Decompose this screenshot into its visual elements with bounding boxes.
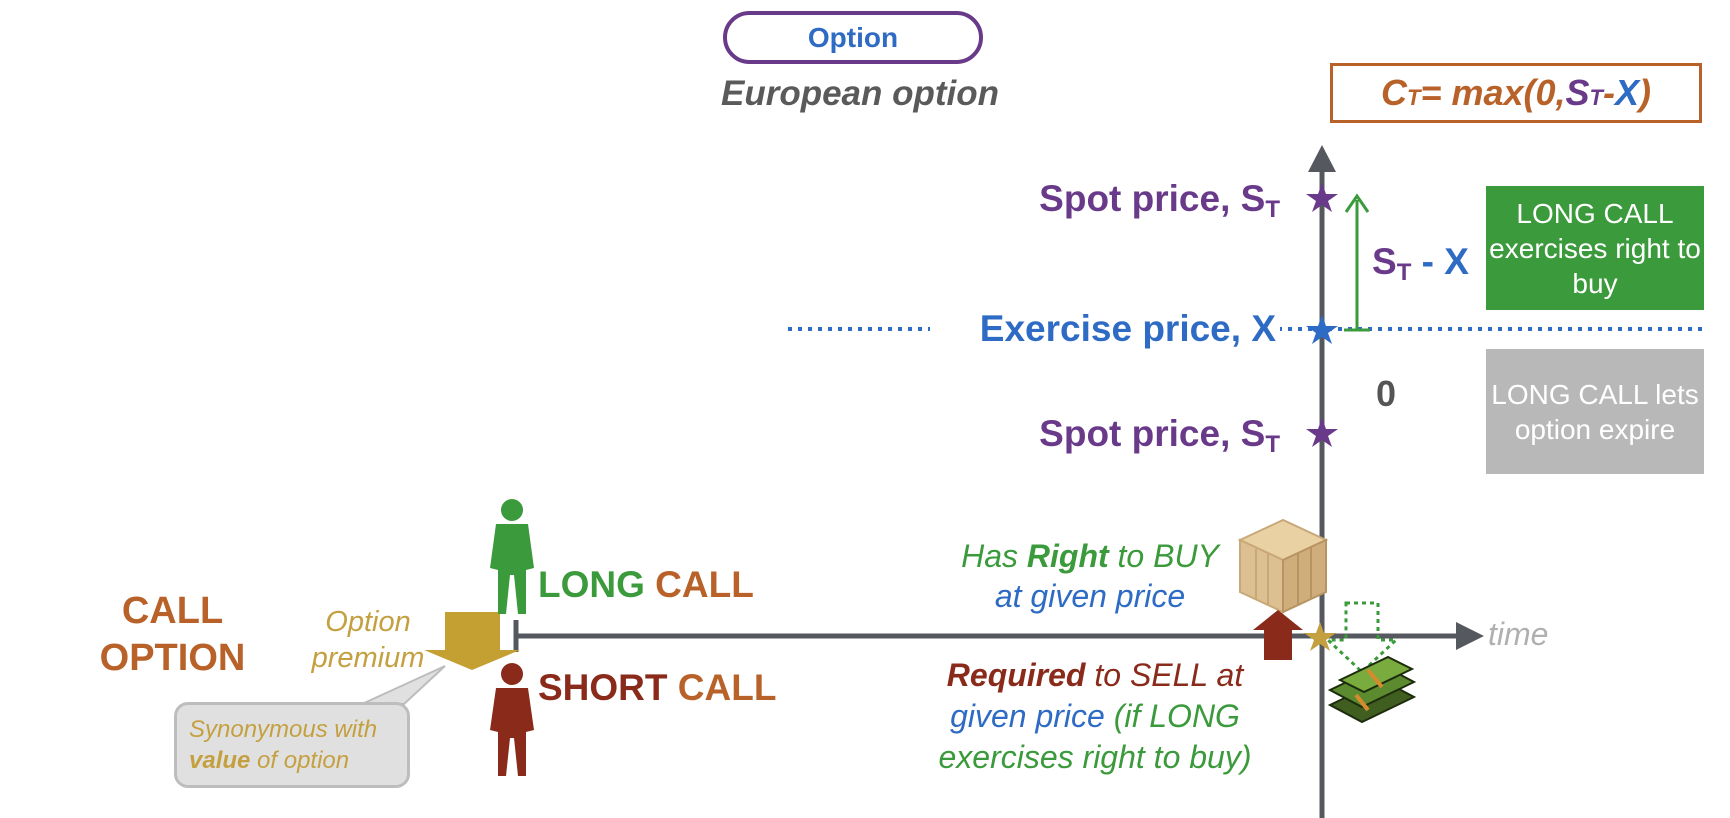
short-call-label: SHORT CALL	[538, 667, 776, 709]
at-given-price-text: at given price	[994, 578, 1186, 614]
long-person-icon	[490, 499, 534, 614]
formula-s: S	[1565, 72, 1590, 113]
formula-x: X	[1615, 72, 1640, 113]
diff-rest: - X	[1411, 241, 1469, 282]
has-text: Has	[961, 538, 1027, 574]
formula-close: )	[1639, 72, 1652, 113]
option-pill-label: Option	[807, 21, 899, 53]
option-premium-label: Option premium	[311, 606, 425, 674]
option-pill: Option	[723, 11, 983, 64]
long-call-prefix: LONG	[538, 564, 656, 605]
spot-price-top-text: Spot price, S	[1039, 178, 1266, 219]
long-call-exercises-text: LONG CALL exercises right to buy	[1489, 197, 1701, 299]
to-sell-text: to SELL at	[1085, 657, 1244, 693]
if-long-text: (if LONG	[1104, 698, 1240, 734]
to-buy-text: to BUY	[1108, 538, 1219, 574]
diff-s: S	[1372, 241, 1397, 282]
right-text: Right	[1026, 538, 1109, 574]
formula-max: = max(0,	[1420, 72, 1566, 113]
formula-c-sub: T	[1406, 85, 1421, 110]
premium-arrow-icon	[424, 612, 520, 670]
long-call-suffix: CALL	[655, 564, 754, 605]
crate-icon	[1237, 518, 1329, 614]
spot-price-top-label: Spot price, ST	[930, 178, 1280, 223]
zero-payoff-label: 0	[1376, 373, 1397, 414]
formula-c: C	[1380, 72, 1407, 113]
short-person-icon	[490, 663, 534, 776]
payoff-difference-label: ST - X	[1372, 241, 1469, 286]
spot-price-bottom-label: Spot price, ST	[930, 413, 1280, 458]
given-price-text: given price	[950, 698, 1105, 734]
subtitle: European option	[720, 74, 1000, 113]
payoff-arrowhead	[1344, 193, 1370, 213]
short-call-prefix: SHORT	[538, 667, 678, 708]
time-axis-label: time	[1488, 616, 1549, 652]
formula-s-sub: T	[1589, 85, 1603, 110]
long-right-text: Has Right to BUY at given price	[930, 536, 1250, 616]
long-call-label: LONG CALL	[538, 564, 754, 606]
long-call-expires-text: LONG CALL lets option expire	[1491, 378, 1699, 445]
time-axis-arrowhead	[1456, 622, 1484, 650]
bubble-text-post: of option	[250, 747, 350, 774]
diff-sub: T	[1396, 259, 1412, 286]
exercise-price-label: Exercise price, X	[930, 308, 1280, 350]
expiry-star-icon	[1304, 622, 1336, 651]
deliver-up-arrow-icon	[1253, 610, 1303, 660]
exercise-price-star-icon	[1306, 315, 1338, 344]
call-option-title: CALL OPTION	[99, 590, 246, 679]
bubble-text-pre: Synonymous with	[189, 716, 378, 743]
bubble-text-bold: value	[189, 747, 251, 774]
premium-note-bubble: Synonymous with value of option	[174, 702, 410, 788]
spot-price-top-sub: T	[1265, 196, 1280, 223]
price-axis-arrowhead	[1308, 145, 1336, 172]
formula-minus: -	[1603, 72, 1615, 113]
money-icon	[1327, 655, 1417, 724]
cash-down-arrow-icon	[1324, 601, 1400, 675]
spot-price-bottom-sub: T	[1265, 431, 1280, 458]
long-call-expires-box: LONG CALL lets option expire	[1486, 349, 1704, 474]
long-call-exercises-box: LONG CALL exercises right to buy	[1486, 186, 1704, 310]
spot-price-bottom-star-icon	[1306, 418, 1338, 447]
spot-price-bottom-text: Spot price, S	[1039, 413, 1266, 454]
spot-price-top-star-icon	[1306, 183, 1338, 212]
short-call-suffix: CALL	[677, 667, 777, 708]
exercises-text: exercises right to buy)	[938, 739, 1252, 775]
short-obligation-text: Required to SELL at given price (if LONG…	[900, 655, 1290, 778]
required-text: Required	[946, 657, 1086, 693]
